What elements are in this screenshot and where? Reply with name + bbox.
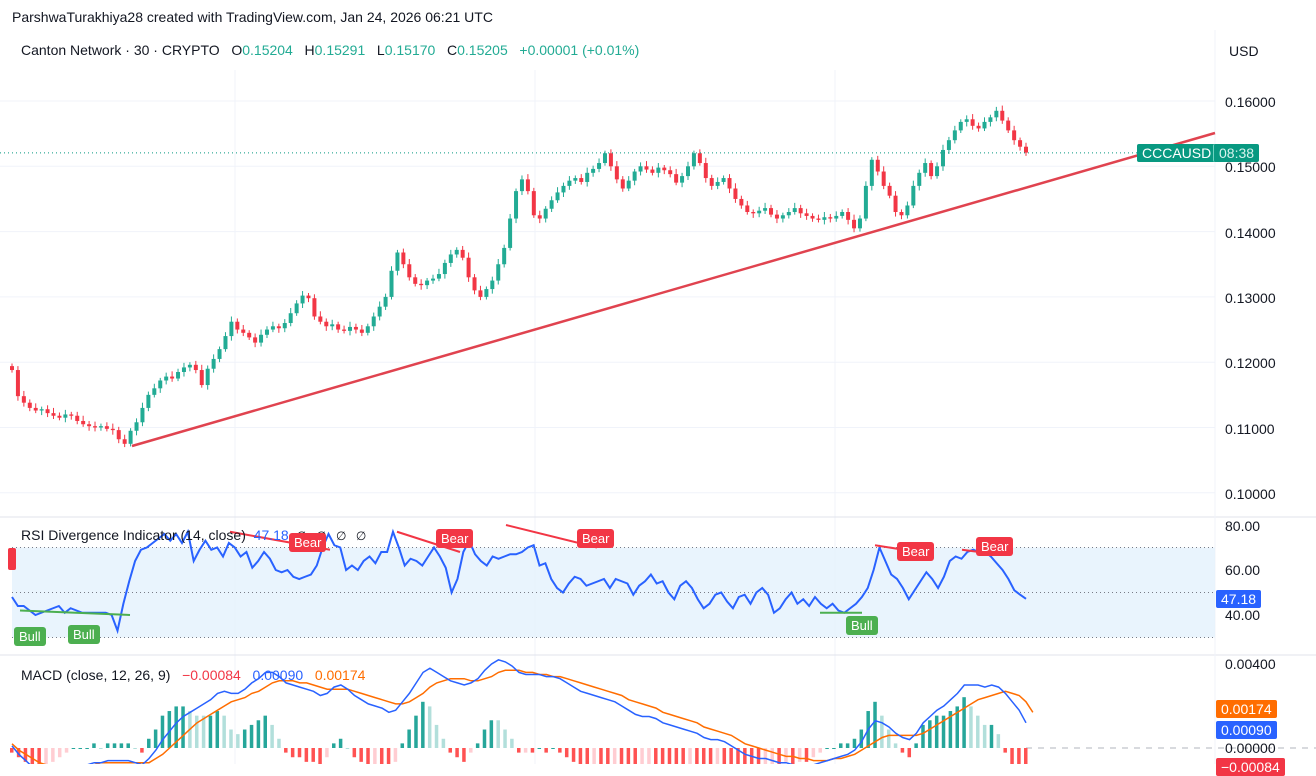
rsi-title[interactable]: RSI Divergence Indicator (14, close) xyxy=(21,527,246,543)
price-axis-label: 0.16000 xyxy=(1225,94,1276,110)
rsi-axis-label: 40.00 xyxy=(1225,607,1261,623)
bull-signal-label: Bull xyxy=(14,627,46,646)
attribution-text: ParshwaTurakhiya28 created with TradingV… xyxy=(12,9,493,25)
macd-line-value: 0.00090 xyxy=(252,667,304,683)
bear-signal-label: Bear xyxy=(577,529,615,548)
macd-histogram-value: −0.00084 xyxy=(182,667,241,683)
high-value: 0.15291 xyxy=(314,42,366,58)
rsi-axis-label: 80.00 xyxy=(1225,518,1261,534)
high-label: H xyxy=(304,42,315,58)
low-value: 0.15170 xyxy=(384,42,436,58)
bear-signal-label: Bear xyxy=(976,537,1014,556)
change-value: +0.00001 (+0.01%) xyxy=(519,42,640,58)
price-axis-label: 0.15000 xyxy=(1225,159,1276,175)
bull-signal-label: Bull xyxy=(68,625,100,644)
rsi-value-tag: 47.18 xyxy=(1216,590,1262,608)
macd-legend: MACD (close, 12, 26, 9) −0.00084 0.00090… xyxy=(21,667,365,683)
macd-axis-label: 0.00000 xyxy=(1225,740,1276,756)
price-axis-label: 0.11000 xyxy=(1225,421,1275,437)
price-axis-label: 0.12000 xyxy=(1225,355,1276,371)
rsi-axis-label: 60.00 xyxy=(1225,562,1261,578)
macd-title[interactable]: MACD (close, 12, 26, 9) xyxy=(21,667,171,683)
symbol-description[interactable]: Canton Network · 30 · CRYPTO xyxy=(21,42,220,58)
bear-signal-label: Bear xyxy=(897,542,935,561)
macd-signal-tag: 0.00174 xyxy=(1216,700,1277,718)
low-label: L xyxy=(376,42,385,58)
close-value: 0.15205 xyxy=(457,42,508,58)
symbol-price-tag: CCCAUSD xyxy=(1137,144,1217,162)
rsi-value: 47.18 xyxy=(253,527,289,543)
price-axis-label: 0.13000 xyxy=(1225,290,1276,306)
macd-line-tag: 0.00090 xyxy=(1216,721,1277,739)
open-label: O xyxy=(231,42,243,58)
bear-signal-label: Bear xyxy=(289,533,327,552)
currency-label[interactable]: USD xyxy=(1229,43,1259,59)
macd-axis-label: 0.00400 xyxy=(1225,656,1276,672)
price-axis-label: 0.14000 xyxy=(1225,225,1276,241)
open-value: 0.15204 xyxy=(242,42,293,58)
close-label: C xyxy=(447,42,458,58)
bar-countdown-tag: 08:38 xyxy=(1213,144,1260,162)
price-axis-label: 0.10000 xyxy=(1225,486,1276,502)
rsi-legend: RSI Divergence Indicator (14, close) 47.… xyxy=(21,527,369,543)
macd-signal-value: 0.00174 xyxy=(314,667,366,683)
symbol-legend: Canton Network · 30 · CRYPTO O0.15204 H0… xyxy=(21,42,639,58)
macd-histogram-tag: −0.00084 xyxy=(1216,758,1285,776)
bull-signal-label: Bull xyxy=(846,616,878,635)
bear-signal-label: Bear xyxy=(436,529,474,548)
